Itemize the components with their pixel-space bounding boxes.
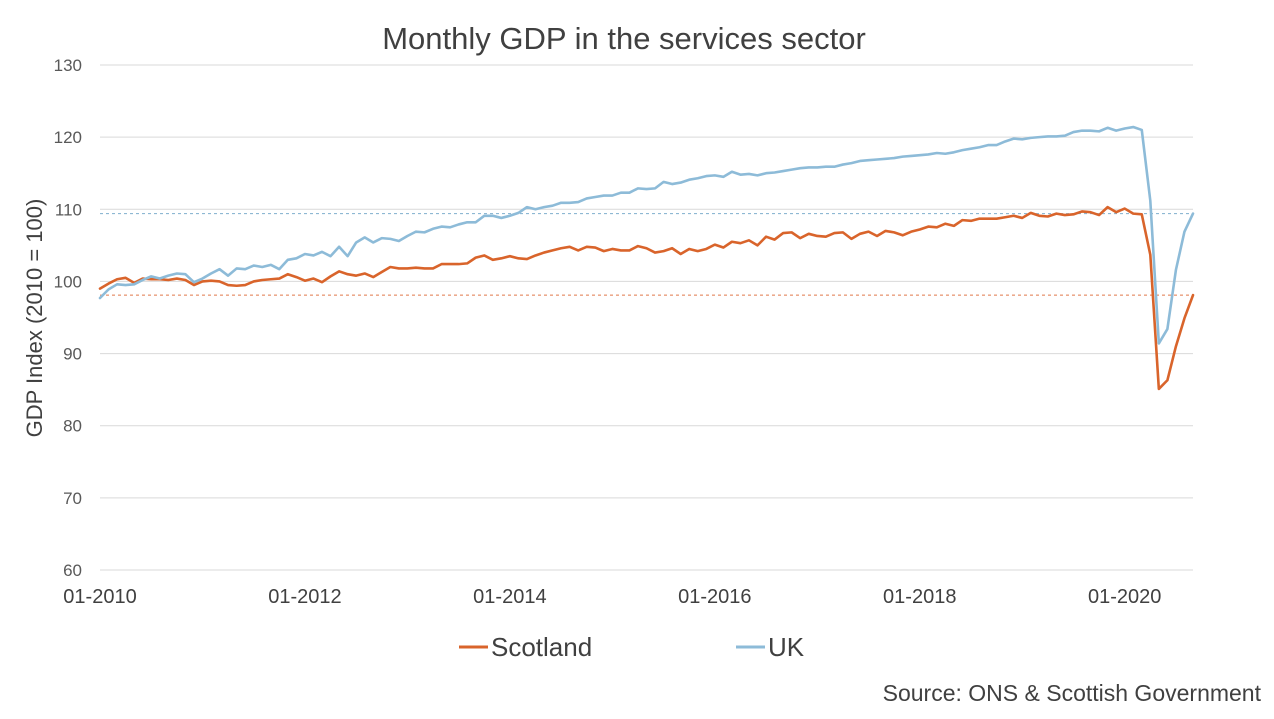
x-tick-label-01-2020: 01-2020 bbox=[1088, 586, 1161, 608]
y-tick-label-60: 60 bbox=[63, 561, 82, 580]
y-tick-label-110: 110 bbox=[55, 200, 82, 219]
y-axis-title: GDP Index (2010 = 100) bbox=[22, 199, 47, 438]
y-tick-label-80: 80 bbox=[63, 417, 82, 436]
gridlines bbox=[100, 64, 1193, 571]
x-tick-label-01-2018: 01-2018 bbox=[883, 586, 956, 608]
x-tick-label-01-2016: 01-2016 bbox=[678, 586, 751, 608]
x-axis-ticks: 01-2010 01-2012 01-2014 01-2016 01-2018 01-20… bbox=[63, 586, 1161, 608]
chart-title: Monthly GDP in the services sector bbox=[382, 21, 866, 56]
legend-label-scotland: Scotland bbox=[491, 632, 592, 662]
reference-lines bbox=[100, 213, 1193, 296]
series-lines bbox=[98, 125, 1195, 391]
series-line-scotland bbox=[98, 205, 1195, 391]
source-note: Source: ONS & Scottish Government bbox=[883, 680, 1262, 706]
y-tick-label-90: 90 bbox=[63, 345, 82, 364]
x-tick-label-01-2010: 01-2010 bbox=[63, 586, 136, 608]
y-axis-ticks: 60 70 80 90 100 110 120 130 bbox=[54, 56, 82, 580]
y-tick-label-130: 130 bbox=[54, 56, 82, 75]
legend: Scotland UK bbox=[459, 632, 805, 662]
x-tick-label-01-2014: 01-2014 bbox=[473, 586, 546, 608]
legend-item-uk: UK bbox=[736, 632, 805, 662]
x-tick-label-01-2012: 01-2012 bbox=[268, 586, 341, 608]
legend-label-uk: UK bbox=[768, 632, 805, 662]
y-tick-label-100: 100 bbox=[54, 272, 82, 291]
y-tick-label-120: 120 bbox=[54, 128, 82, 147]
legend-item-scotland: Scotland bbox=[459, 632, 592, 662]
y-tick-label-70: 70 bbox=[63, 489, 82, 508]
series-line-uk bbox=[98, 125, 1195, 345]
